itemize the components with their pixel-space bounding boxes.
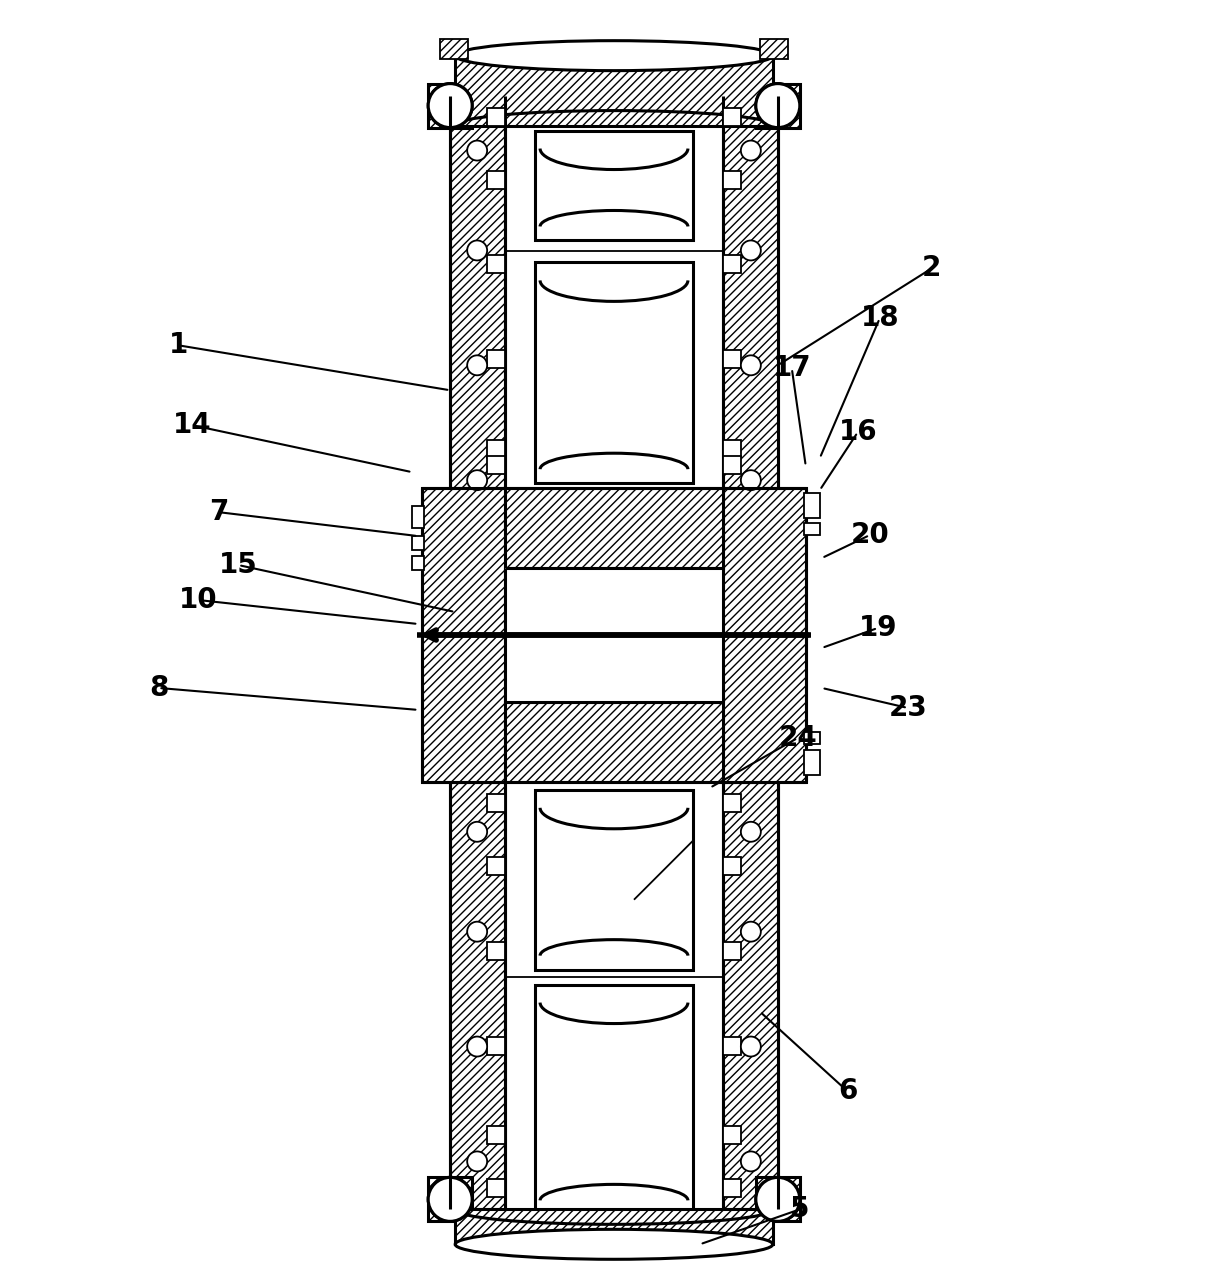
Bar	[423, 488, 505, 782]
Circle shape	[467, 470, 488, 491]
Bar	[429, 1177, 472, 1221]
Text: 6: 6	[838, 1078, 858, 1106]
Circle shape	[741, 470, 761, 491]
Circle shape	[467, 822, 488, 841]
Bar	[488, 1126, 505, 1144]
Bar	[723, 456, 741, 474]
Circle shape	[429, 84, 472, 127]
Bar	[488, 255, 505, 273]
Bar	[505, 488, 723, 568]
Text: 17: 17	[773, 355, 811, 383]
Ellipse shape	[456, 41, 773, 71]
Bar	[760, 38, 788, 58]
Circle shape	[467, 921, 488, 942]
Bar	[723, 857, 741, 874]
Bar	[450, 782, 505, 1209]
Bar	[804, 732, 820, 744]
Bar	[723, 440, 741, 459]
Circle shape	[467, 240, 488, 261]
Bar	[723, 108, 741, 126]
Text: 1: 1	[169, 332, 189, 360]
Bar	[505, 568, 723, 702]
Text: 20: 20	[850, 521, 889, 549]
Bar	[535, 985, 693, 1214]
Circle shape	[429, 1177, 472, 1221]
Circle shape	[741, 921, 761, 942]
Circle shape	[467, 356, 488, 375]
Circle shape	[741, 1152, 761, 1172]
Bar	[723, 170, 741, 188]
Bar	[723, 488, 806, 782]
Bar	[488, 351, 505, 369]
Text: 14: 14	[173, 412, 212, 440]
Bar	[413, 557, 424, 571]
Bar	[488, 440, 505, 459]
Text: 8: 8	[148, 674, 168, 702]
Bar	[488, 857, 505, 874]
Circle shape	[467, 1152, 488, 1172]
Bar	[488, 1179, 505, 1197]
Circle shape	[429, 1177, 472, 1221]
Bar	[756, 84, 800, 127]
Bar	[450, 95, 505, 488]
Bar	[535, 262, 693, 483]
Circle shape	[756, 1177, 800, 1221]
Text: 7: 7	[208, 498, 228, 526]
Circle shape	[756, 84, 800, 127]
Bar	[535, 131, 693, 240]
Circle shape	[741, 1037, 761, 1056]
Bar	[488, 942, 505, 960]
Ellipse shape	[456, 1229, 773, 1260]
Bar	[756, 1177, 800, 1221]
Bar	[413, 536, 424, 550]
Text: 15: 15	[219, 552, 257, 580]
Text: 5: 5	[790, 1195, 810, 1224]
Bar	[723, 782, 778, 1209]
Text: 19: 19	[859, 614, 897, 642]
Bar	[723, 942, 741, 960]
Text: 18: 18	[860, 304, 899, 332]
Bar	[488, 1037, 505, 1055]
Bar	[535, 789, 693, 970]
Bar	[723, 95, 778, 488]
Bar	[505, 702, 723, 782]
Circle shape	[741, 356, 761, 375]
Bar	[429, 84, 472, 127]
Text: 2: 2	[922, 254, 941, 282]
Bar	[413, 506, 424, 529]
Text: 24: 24	[778, 724, 817, 752]
Circle shape	[467, 1037, 488, 1056]
Bar	[723, 351, 741, 369]
Bar	[804, 750, 820, 775]
Circle shape	[741, 822, 761, 841]
Bar	[723, 1037, 741, 1055]
Bar	[456, 1209, 773, 1244]
Bar	[723, 1126, 741, 1144]
Text: 16: 16	[838, 418, 877, 446]
Circle shape	[741, 141, 761, 160]
Text: 10: 10	[179, 586, 218, 614]
Text: 23: 23	[888, 694, 927, 722]
Bar	[723, 255, 741, 273]
Bar	[488, 794, 505, 812]
Bar	[804, 524, 820, 535]
Bar	[456, 56, 773, 126]
Circle shape	[741, 240, 761, 261]
Bar	[723, 1179, 741, 1197]
Circle shape	[756, 84, 800, 127]
Bar	[723, 794, 741, 812]
Bar	[488, 170, 505, 188]
Bar	[804, 493, 820, 519]
Circle shape	[429, 84, 472, 127]
Bar	[488, 456, 505, 474]
Bar	[440, 38, 468, 58]
Bar	[488, 108, 505, 126]
Circle shape	[756, 1177, 800, 1221]
Circle shape	[467, 141, 488, 160]
